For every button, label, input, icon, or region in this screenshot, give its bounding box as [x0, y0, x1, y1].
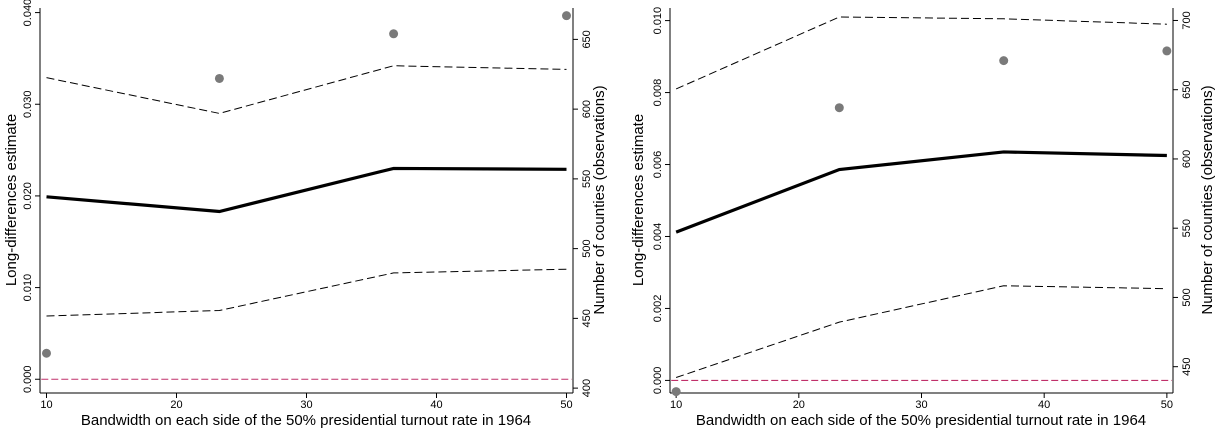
y-tick-label: 0.010	[22, 274, 34, 302]
y-tick-label: 0.010	[652, 7, 664, 35]
y2-tick-label: 450	[581, 309, 593, 327]
observation-point	[389, 29, 399, 39]
y2-axis-title: Number of counties (observations)	[1199, 85, 1216, 314]
y2-tick-label: 450	[1181, 358, 1193, 376]
y2-tick-label: 600	[581, 100, 593, 118]
y2-tick-label: 500	[1181, 288, 1193, 306]
y2-axis-title: Number of counties (observations)	[591, 85, 608, 314]
y-axis-title: Long-differences estimate	[630, 114, 647, 286]
upper-ci-line	[675, 16, 1167, 90]
series-layer	[671, 16, 1172, 397]
y-tick-label: 0.040	[22, 0, 34, 26]
x-tick-label: 40	[430, 399, 442, 411]
y2-axis-ticks: 450 500 550 600 650 700	[1173, 11, 1193, 376]
x-tick-label: 50	[560, 399, 572, 411]
x-axis-ticks: 10 20 30 40 50	[670, 393, 1173, 411]
observation-point	[562, 11, 571, 21]
y-axis-title: Long-differences estimate	[3, 114, 20, 286]
x-tick-label: 20	[793, 399, 805, 411]
estimate-line	[675, 150, 1167, 234]
y2-tick-label: 550	[581, 170, 593, 188]
estimate-line	[46, 166, 567, 214]
x-tick-label: 10	[670, 399, 682, 411]
y2-axis-ticks: 400 450 500 550 600 650	[573, 30, 593, 397]
lower-ci-line	[46, 268, 567, 317]
observation-point	[999, 56, 1009, 66]
y2-tick-label: 550	[1181, 219, 1193, 237]
x-tick-label: 20	[170, 399, 182, 411]
y-tick-label: 0.008	[652, 79, 664, 107]
x-tick-label: 40	[1038, 399, 1050, 411]
series-layer	[41, 11, 572, 380]
x-tick-label: 10	[40, 399, 52, 411]
y-axis-ticks: 0.000 0.010 0.020 0.030 0.040	[22, 0, 40, 393]
y2-tick-label: 650	[1181, 81, 1193, 99]
y2-tick-label: 500	[581, 239, 593, 257]
y-tick-label: 0.000	[652, 367, 664, 395]
y2-tick-label: 600	[1181, 150, 1193, 168]
x-tick-label: 30	[915, 399, 927, 411]
observation-point	[42, 348, 51, 358]
x-axis-title: Bandwidth on each side of the 50% presid…	[696, 412, 1146, 429]
y2-tick-label: 400	[581, 379, 593, 397]
observation-point	[834, 103, 844, 113]
y2-tick-label: 650	[581, 30, 593, 48]
y-tick-label: 0.006	[652, 151, 664, 179]
x-axis-title: Bandwidth on each side of the 50% presid…	[81, 412, 531, 429]
y-tick-label: 0.020	[22, 182, 34, 210]
left-chart-panel: 10 20 30 40 50 0.000 0.010 0.020 0.030 0.040 400…	[3, 0, 608, 429]
y-axis-ticks: 0.000 0.002 0.004 0.006 0.008 0.010	[652, 7, 670, 394]
y2-tick-label: 700	[1181, 11, 1193, 29]
observation-point	[214, 73, 224, 83]
observation-point	[671, 387, 681, 397]
upper-ci-line	[46, 65, 567, 114]
x-axis-ticks: 10 20 30 40 50	[40, 393, 573, 411]
x-tick-label: 50	[1161, 399, 1173, 411]
y-tick-label: 0.000	[22, 365, 34, 393]
x-tick-label: 30	[300, 399, 312, 411]
observation-point	[1162, 46, 1172, 56]
y-tick-label: 0.030	[22, 90, 34, 118]
right-chart-panel: 10 20 30 40 50 0.000 0.002 0.004 0.006 0.008 0.01…	[630, 7, 1216, 429]
lower-ci-line	[675, 285, 1167, 379]
y-tick-label: 0.004	[652, 223, 664, 251]
y-tick-label: 0.002	[652, 295, 664, 323]
